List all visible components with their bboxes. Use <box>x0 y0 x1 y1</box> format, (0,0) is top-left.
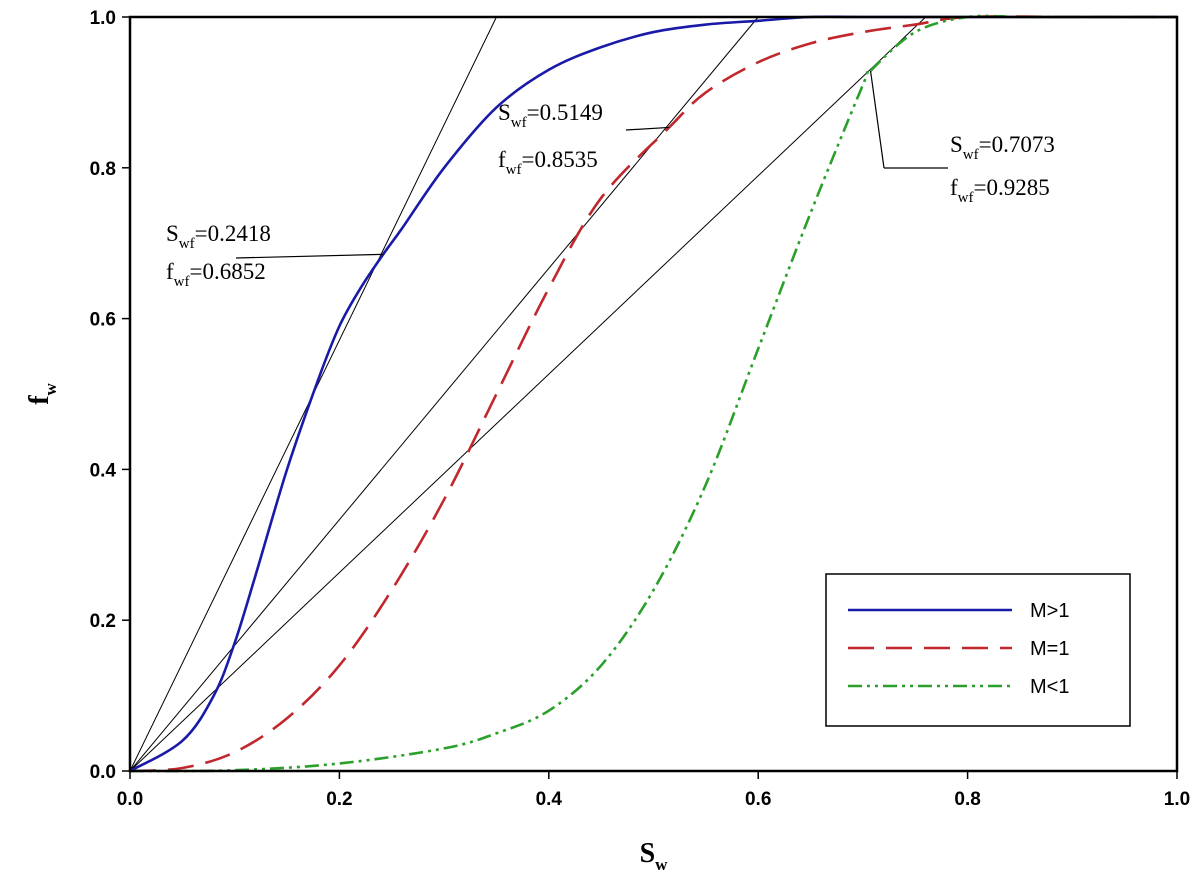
annotation-fwf-value: =0.8535 <box>522 147 598 172</box>
y-tick-label: 0.4 <box>90 460 117 481</box>
annotation-swf-sub: wf <box>511 115 527 131</box>
annotation-fwf-main: f <box>950 175 958 200</box>
tangent-lines <box>129 16 927 772</box>
annotation-fwf: fwf=0.9285 <box>950 175 1050 206</box>
annotation-leader <box>625 126 670 131</box>
annotation-fwf-main: f <box>498 147 506 172</box>
annotation-fwf-value: =0.6852 <box>190 259 266 284</box>
annotation-swf-sub: wf <box>963 147 979 163</box>
legend-label-2: M=1 <box>1030 638 1069 660</box>
tangent-line-3 <box>129 16 927 772</box>
x-tick-label: 1.0 <box>1164 789 1190 810</box>
legend-label-1: M>1 <box>1030 600 1069 622</box>
annotation-fwf-main: f <box>166 259 174 284</box>
x-tick-label: 0.0 <box>117 789 143 810</box>
y-tick-label: 0.2 <box>90 611 116 632</box>
annotation-swf-main: S <box>498 100 511 125</box>
annotations: Swf=0.2418fwf=0.6852Swf=0.5149fwf=0.8535… <box>166 70 1055 290</box>
annotation-fwf-value: =0.9285 <box>974 175 1050 200</box>
annotation-swf: Swf=0.2418 <box>166 221 271 252</box>
annotation-swf-main: S <box>950 132 963 157</box>
plot-frame <box>128 15 1179 773</box>
annotation-swf-value: =0.2418 <box>195 221 271 246</box>
y-tick-label: 0.6 <box>90 310 116 331</box>
annotation-fwf: fwf=0.8535 <box>498 147 598 178</box>
x-tick-label: 0.6 <box>745 789 771 810</box>
annotation-swf-value: =0.7073 <box>979 132 1055 157</box>
y-tick-label: 0.0 <box>90 762 116 783</box>
x-axis-title: Sw <box>640 838 669 874</box>
x-tick-label: 0.4 <box>536 789 563 810</box>
annotation-swf: Swf=0.7073 <box>950 132 1055 163</box>
y-axis-title-main: f <box>24 395 55 405</box>
annotation-leader <box>235 253 384 259</box>
legend-box <box>825 573 1131 727</box>
legend-label-3: M<1 <box>1030 676 1069 698</box>
tangent-line-2 <box>129 16 759 772</box>
x-tick-label: 0.8 <box>954 789 980 810</box>
annotation-fwf-sub: wf <box>506 162 522 178</box>
y-axis-title-sub: w <box>41 382 60 395</box>
y-axis-title: fw <box>24 382 60 404</box>
y-tick-label: 1.0 <box>90 8 116 29</box>
annotation-fwf-sub: wf <box>174 274 190 290</box>
annotation-swf-main: S <box>166 221 179 246</box>
x-tick-label: 0.2 <box>326 789 352 810</box>
annotation-fwf-sub: wf <box>958 190 974 206</box>
annotation-leader <box>869 70 885 169</box>
annotation-swf-sub: wf <box>179 236 195 252</box>
annotation-swf: Swf=0.5149 <box>498 100 603 131</box>
series-line-2 <box>129 15 1177 773</box>
x-axis-title-sub: w <box>655 855 668 874</box>
annotation-swf-value: =0.5149 <box>527 100 603 125</box>
axis-ticks: 0.0 0.2 0.4 0.6 0.8 1.0 0.0 0.2 0.4 0.6 0.8 1.0 <box>90 8 1191 810</box>
x-axis-title-main: S <box>640 838 656 869</box>
annotation-fwf: fwf=0.6852 <box>166 259 266 290</box>
legend: M>1 M=1 M<1 <box>825 573 1131 727</box>
y-tick-label: 0.8 <box>90 159 116 180</box>
